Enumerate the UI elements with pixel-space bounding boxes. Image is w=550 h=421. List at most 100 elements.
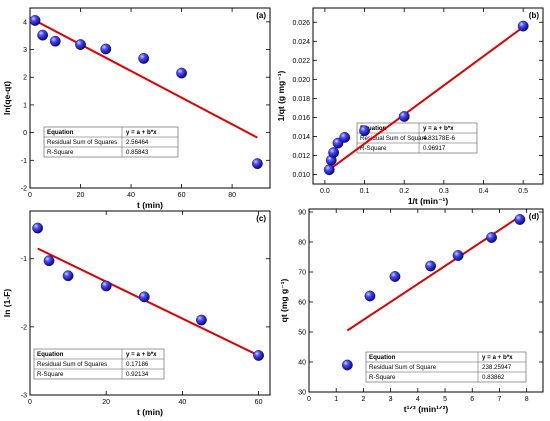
panel-label: (a) <box>256 11 266 20</box>
y-tick-label: 30 <box>298 390 306 397</box>
x-tick-label: 40 <box>127 192 135 199</box>
y-tick-label: 60 <box>298 300 306 307</box>
stats-box <box>365 351 527 383</box>
y-tick-label: 90 <box>298 210 306 217</box>
plot-frame <box>308 208 544 393</box>
data-point <box>389 271 401 282</box>
stats-label: R-Square <box>37 371 64 378</box>
panel-label: (b) <box>529 11 540 20</box>
plot-frame <box>312 7 544 185</box>
data-point <box>328 147 340 159</box>
chart-panel-3: 0 20 40 60 -1 -2 -3 t (min) ln (1-F) (c) Equation y… <box>2 210 271 417</box>
y-axis-label: qt (mg g⁻¹) <box>279 279 289 323</box>
y-axis-label: 1/qt (g mg⁻¹) <box>276 70 286 121</box>
data-point <box>425 260 437 272</box>
x-tick-label: 40 <box>178 399 186 406</box>
y-tick-label: 0.016 <box>292 115 310 122</box>
stats-value: 0.83862 <box>482 374 505 381</box>
stats-value: y = a + b*x <box>482 354 513 361</box>
stats-label: Residual Sum of Squares <box>47 139 117 146</box>
plot-frame <box>29 210 271 396</box>
y-tick-label: -3 <box>21 393 27 400</box>
y-tick-label: 0.012 <box>292 153 310 160</box>
x-tick-label: 4 <box>416 396 420 403</box>
y-tick-label: 3 <box>23 47 27 54</box>
stats-label: Residual Sum of Squares <box>37 361 107 368</box>
stats-box <box>33 348 165 380</box>
x-axis-label: t¹ᐟ² (min¹ᐟ²) <box>404 404 449 414</box>
chart-panel-4: 0 1 2 3 4 5 6 7 8 30 40 50 60 70 80 90 t¹ᐟ² (min¹ᐟ²) qt (… <box>279 208 544 414</box>
data-point <box>517 20 529 32</box>
fit-line <box>37 247 260 357</box>
x-tick-label: 0.1 <box>360 188 370 195</box>
data-point <box>398 111 410 122</box>
x-tick-label: 5 <box>443 396 447 403</box>
y-axis-label: ln(qe-qt) <box>2 81 12 115</box>
data-point <box>37 29 49 41</box>
data-point <box>253 350 264 361</box>
stats-label: R-Square <box>360 145 387 152</box>
y-tick-label: 0.010 <box>292 172 310 179</box>
x-axis-label: t (min) <box>137 200 163 210</box>
data-point <box>32 222 44 234</box>
x-tick-label: 8 <box>525 396 529 403</box>
y-tick-label: 40 <box>298 360 306 367</box>
data-point <box>196 314 207 326</box>
stats-value: 0.92134 <box>126 371 149 378</box>
stats-value: y = a + b*x <box>126 351 157 358</box>
stats-label: Residual Sum of Square <box>360 135 428 142</box>
plot-frame <box>29 7 271 189</box>
stats-table: Equation y = a + b*x Residual Sum of Squar… <box>356 122 478 154</box>
y-tick-label: 0.020 <box>292 77 310 84</box>
stats-box <box>356 122 478 154</box>
y-tick-label: 1 <box>23 102 27 109</box>
y-tick-label: 70 <box>298 270 306 277</box>
y-tick-label: 80 <box>298 240 306 247</box>
stats-value: y = a + b*x <box>126 129 157 136</box>
data-point <box>486 232 497 243</box>
panel-label: (c) <box>256 214 266 223</box>
data-point <box>339 131 351 143</box>
y-tick-label: -2 <box>21 186 27 193</box>
x-tick-label: 0.3 <box>439 188 449 195</box>
x-tick-label: 0.5 <box>518 188 528 195</box>
y-tick-label: 0.022 <box>292 58 310 65</box>
x-tick-label: 20 <box>77 192 85 199</box>
y-tick-label: 4 <box>23 19 27 26</box>
y-tick-label: -1 <box>21 158 27 165</box>
data-point <box>514 214 526 225</box>
data-point <box>43 255 55 267</box>
stats-value: 2.56464 <box>126 139 149 146</box>
data-point <box>138 291 150 303</box>
data-point <box>323 164 335 176</box>
chart-panel-1: 0 20 40 60 80 -2 -1 0 1 2 3 4 t (min) ln(qe-qt) (a) Equ… <box>2 7 271 210</box>
y-axis-label: ln (1-F) <box>2 289 12 317</box>
x-tick-label: 6 <box>470 396 474 403</box>
stats-box <box>43 126 179 158</box>
y-tick-label: -1 <box>21 256 27 263</box>
data-point <box>176 67 187 79</box>
stats-value: 4.83178E-6 <box>423 135 456 142</box>
panel-label: (d) <box>529 212 540 221</box>
x-tick-label: 0 <box>28 399 32 406</box>
stats-label: Equation <box>37 351 64 358</box>
data-point <box>49 35 61 47</box>
x-axis-label: 1/t (min⁻¹) <box>408 196 449 206</box>
data-point <box>359 125 370 137</box>
x-tick-label: 0.4 <box>479 188 489 195</box>
data-point <box>100 43 112 55</box>
y-tick-label: 0.018 <box>292 96 310 103</box>
stats-table: Equation y = a + b*x Residual Sum of Squar… <box>33 348 165 380</box>
fit-line <box>34 19 258 139</box>
y-tick-label: 50 <box>298 330 306 337</box>
data-point <box>75 39 86 50</box>
fit-line <box>328 26 524 171</box>
x-tick-label: 20 <box>102 399 110 406</box>
data-point <box>341 359 353 371</box>
x-tick-label: 60 <box>178 192 186 199</box>
x-tick-label: 60 <box>255 399 263 406</box>
data-point <box>251 158 263 170</box>
x-tick-label: 0.2 <box>399 188 409 195</box>
